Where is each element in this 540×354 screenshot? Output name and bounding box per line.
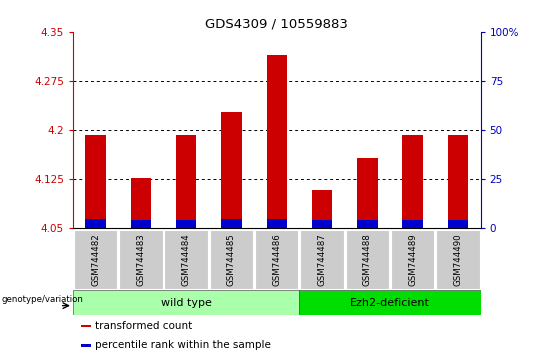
Bar [267, 55, 287, 228]
Text: GSM744482: GSM744482 [91, 233, 100, 286]
Title: GDS4309 / 10559883: GDS4309 / 10559883 [205, 18, 348, 31]
Bar [391, 230, 434, 289]
Bar [164, 230, 208, 289]
Bar [81, 325, 91, 327]
Bar [312, 190, 332, 228]
Bar [402, 135, 423, 228]
Bar [85, 135, 106, 228]
Bar [357, 158, 377, 228]
Bar [176, 221, 197, 228]
Text: GSM744490: GSM744490 [454, 233, 462, 286]
Text: GSM744485: GSM744485 [227, 233, 236, 286]
Text: wild type: wild type [161, 298, 212, 308]
Bar [267, 218, 287, 228]
Text: transformed count: transformed count [96, 321, 193, 331]
Bar [448, 135, 468, 228]
Bar [255, 230, 299, 289]
Bar [74, 230, 117, 289]
Text: GSM744483: GSM744483 [137, 233, 145, 286]
Bar [300, 230, 344, 289]
Bar [448, 220, 468, 228]
Bar [176, 135, 197, 228]
Text: GSM744486: GSM744486 [272, 233, 281, 286]
Bar [346, 230, 389, 289]
Bar [402, 221, 423, 228]
Text: percentile rank within the sample: percentile rank within the sample [96, 341, 271, 350]
Bar [85, 218, 106, 228]
Text: GSM744484: GSM744484 [181, 233, 191, 286]
Bar [299, 290, 481, 315]
Bar [81, 344, 91, 347]
Bar [312, 221, 332, 228]
Bar [436, 230, 480, 289]
Text: GSM744488: GSM744488 [363, 233, 372, 286]
Bar [357, 220, 377, 228]
Bar [131, 221, 151, 228]
Bar [119, 230, 163, 289]
Bar [131, 178, 151, 228]
Text: genotype/variation: genotype/variation [2, 295, 83, 304]
Bar [73, 290, 299, 315]
Text: Ezh2-deficient: Ezh2-deficient [350, 298, 430, 308]
Bar [210, 230, 253, 289]
Bar [221, 218, 241, 228]
Bar [221, 112, 241, 228]
Text: GSM744487: GSM744487 [318, 233, 327, 286]
Text: GSM744489: GSM744489 [408, 233, 417, 286]
